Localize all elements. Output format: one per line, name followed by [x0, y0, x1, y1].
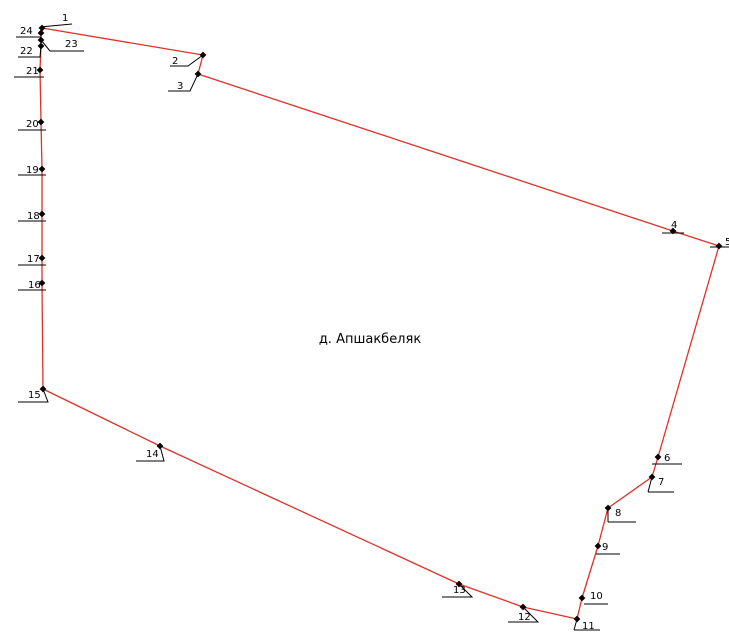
boundary-point-9: 9	[594, 542, 620, 555]
boundary-point-5: 5	[710, 237, 729, 250]
boundary-point-23: 23	[37, 36, 84, 52]
boundary-point-12: 12	[508, 603, 540, 623]
boundary-point-17: 17	[18, 254, 46, 266]
boundary-point-14: 14	[136, 442, 165, 462]
label-leader-line	[18, 388, 49, 403]
point-number-label: 4	[671, 220, 677, 231]
label-leader-line	[170, 54, 204, 67]
boundary-point-21: 21	[14, 66, 44, 78]
point-number-label: 12	[518, 612, 531, 623]
vertex-marker	[37, 36, 45, 44]
vertex-marker	[37, 42, 45, 50]
point-number-label: 1	[62, 13, 68, 24]
vertex-marker	[37, 29, 45, 37]
label-leader-line	[508, 606, 540, 623]
boundary-point-4: 4	[662, 220, 684, 235]
point-number-label: 19	[26, 165, 39, 176]
label-leader-line	[18, 45, 42, 58]
point-number-label: 16	[28, 280, 41, 291]
label-leader-line	[136, 445, 165, 462]
vertex-marker	[38, 165, 46, 173]
boundary-point-20: 20	[18, 118, 46, 131]
vertex-marker	[669, 227, 677, 235]
settlement-name-label: д. Апшакбеляк	[319, 332, 422, 347]
point-number-label: 9	[602, 542, 608, 553]
label-leader-line	[40, 39, 84, 52]
point-number-label: 14	[146, 449, 159, 460]
boundary-point-11: 11	[573, 615, 600, 632]
point-number-label: 22	[20, 46, 33, 57]
vertex-marker	[199, 51, 207, 59]
boundary-point-22: 22	[18, 42, 45, 58]
vertex-marker	[594, 542, 602, 550]
vertex-marker	[573, 615, 581, 623]
point-number-label: 13	[453, 585, 466, 596]
point-number-label: 3	[177, 81, 183, 92]
settlement-boundary-line	[39, 27, 720, 620]
vertex-marker	[38, 24, 46, 32]
point-number-label: 6	[664, 453, 670, 464]
point-number-label: 21	[26, 66, 39, 77]
boundary-point-1: 1	[38, 13, 73, 32]
vertex-marker	[36, 66, 44, 74]
vertex-marker	[654, 453, 662, 461]
label-leader-line	[442, 583, 474, 598]
boundary-point-8: 8	[604, 504, 636, 523]
vertex-marker	[194, 70, 202, 78]
point-number-label: 10	[590, 591, 603, 602]
point-number-label: 8	[615, 508, 621, 519]
point-number-label: 2	[172, 56, 178, 67]
vertex-marker	[156, 442, 164, 450]
boundary-point-7: 7	[647, 473, 674, 493]
vertex-marker	[578, 594, 586, 602]
point-number-label: 24	[20, 26, 33, 37]
boundary-point-15: 15	[18, 385, 49, 403]
label-leader-line	[168, 73, 199, 92]
point-number-label: 15	[28, 390, 41, 401]
label-leader-line	[39, 23, 73, 28]
boundary-point-16: 16	[18, 279, 46, 291]
point-number-label: 18	[27, 211, 40, 222]
vertex-marker	[38, 279, 46, 287]
point-number-label: 5	[725, 237, 729, 248]
vertex-marker	[455, 580, 463, 588]
vertex-marker	[715, 242, 723, 250]
boundary-point-3: 3	[168, 70, 202, 92]
point-number-label: 23	[65, 39, 78, 50]
vertex-marker	[37, 118, 45, 126]
point-number-label: 11	[582, 621, 595, 631]
point-number-label: 20	[26, 119, 39, 130]
boundary-point-13: 13	[442, 580, 474, 598]
point-number-label: 17	[27, 254, 40, 265]
vertex-marker	[39, 385, 47, 393]
vertex-marker	[38, 254, 46, 262]
point-number-label: 7	[658, 477, 664, 488]
